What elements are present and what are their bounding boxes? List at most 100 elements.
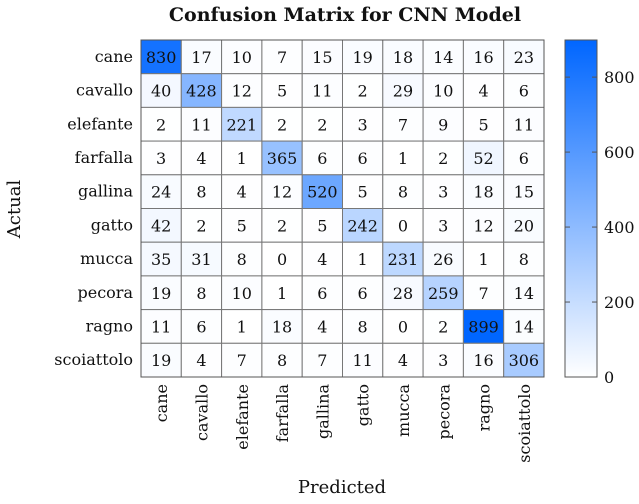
cell-value-label: 19: [151, 351, 171, 370]
x-tick-label: farfalla: [273, 384, 292, 443]
heatmap-cell: [261, 309, 303, 344]
colorbar-tick-label: 200: [604, 293, 635, 312]
cell-value-label: 4: [237, 183, 247, 202]
cell-value-label: 8: [358, 317, 368, 336]
cell-value-label: 6: [317, 149, 327, 168]
cell-value-label: 8: [519, 250, 529, 269]
cell-value-label: 7: [237, 351, 247, 370]
cell-value-label: 4: [196, 149, 206, 168]
colorbar-tick-label: 0: [604, 368, 614, 387]
heatmap-cell: [462, 309, 505, 344]
cell-value-label: 0: [277, 250, 287, 269]
colorbar: [564, 39, 598, 378]
x-tick-label: gatto: [354, 384, 373, 426]
cell-value-label: 16: [473, 48, 493, 67]
cell-value-label: 1: [237, 317, 247, 336]
y-tick-label: elefante: [67, 114, 133, 133]
cell-value-label: 8: [196, 183, 206, 202]
cell-value-label: 12: [272, 183, 292, 202]
heatmap-cell: [462, 106, 505, 142]
heatmap-cell: [301, 174, 344, 210]
cell-value-label: 17: [191, 48, 211, 67]
cell-value-label: 365: [267, 149, 298, 168]
x-tick-label: ragno: [475, 384, 494, 431]
heatmap-cell: [422, 39, 464, 75]
heatmap-cell: [342, 208, 384, 243]
cell-value-label: 14: [514, 284, 534, 303]
heatmap-cell: [382, 309, 424, 344]
y-tick-label: cavallo: [76, 81, 133, 100]
heatmap-cell: [180, 39, 223, 75]
cell-value-label: 3: [438, 216, 448, 235]
cell-value-label: 231: [388, 250, 419, 269]
x-axis-label: Predicted: [298, 477, 386, 498]
cell-value-label: 16: [473, 351, 493, 370]
heatmap-cells: [140, 39, 545, 378]
colorbar-ticks: 0 200 400 600 800: [565, 68, 635, 387]
cell-value-label: 10: [232, 48, 252, 67]
x-tick-label: gallina: [313, 384, 332, 439]
heatmap-frame: [140, 39, 545, 378]
heatmap-cell: [382, 241, 424, 277]
cell-value-label: 40: [151, 82, 171, 101]
heatmap-cell: [503, 241, 545, 277]
cell-value-label: 35: [151, 250, 171, 269]
cell-value-label: 24: [151, 183, 171, 202]
cell-value-label: 5: [317, 216, 327, 235]
heatmap-cell: [221, 275, 263, 311]
heatmap-cell: [342, 73, 384, 108]
cell-value-label: 5: [478, 115, 488, 134]
cell-value-label: 19: [151, 284, 171, 303]
heatmap-cell: [422, 241, 464, 277]
heatmap-cell: [422, 309, 464, 344]
cell-value-label: 14: [514, 317, 534, 336]
cell-value-label: 259: [428, 284, 459, 303]
heatmap-cell: [301, 342, 344, 378]
cell-value-label: 2: [317, 115, 327, 134]
cell-value-label: 4: [196, 351, 206, 370]
cell-value-label: 2: [358, 82, 368, 101]
cell-value-label: 8: [237, 250, 247, 269]
cell-value-label: 1: [398, 149, 408, 168]
cell-value-label: 221: [226, 115, 257, 134]
heatmap-cell: [342, 241, 384, 277]
cell-value-label: 2: [438, 149, 448, 168]
heatmap-cell: [140, 106, 182, 142]
heatmap-cell: [382, 73, 424, 108]
heatmap-cell: [422, 174, 464, 210]
y-tick-label: pecora: [78, 283, 134, 302]
cell-value-label: 14: [433, 48, 453, 67]
cell-value-label: 5: [358, 183, 368, 202]
cell-value-label: 6: [358, 284, 368, 303]
heatmap-cell: [301, 208, 344, 243]
cell-value-label: 10: [433, 82, 453, 101]
cell-value-label: 9: [438, 115, 448, 134]
cell-value-label: 19: [352, 48, 372, 67]
heatmap-cell: [180, 275, 223, 311]
heatmap-cell: [301, 309, 344, 344]
cell-value-label: 12: [232, 82, 252, 101]
x-tick-label: scoiattolo: [515, 384, 534, 463]
cell-value-label: 242: [347, 216, 378, 235]
cell-value-label: 6: [317, 284, 327, 303]
cell-value-label: 0: [398, 317, 408, 336]
cell-value-label: 26: [433, 250, 453, 269]
x-tick-label: cavallo: [192, 384, 211, 441]
heatmap-cell: [503, 39, 545, 75]
cell-value-label: 11: [352, 351, 372, 370]
cell-value-label: 52: [473, 149, 493, 168]
heatmap-cell: [140, 241, 182, 277]
x-tick-label: mucca: [394, 384, 413, 437]
cell-value-label: 830: [146, 48, 177, 67]
cell-value-label: 6: [519, 82, 529, 101]
cell-value-label: 1: [277, 284, 287, 303]
cell-value-label: 1: [478, 250, 488, 269]
cell-value-label: 2: [277, 216, 287, 235]
heatmap-cell: [140, 140, 182, 176]
x-tick-label: pecora: [434, 384, 453, 440]
heatmap-cell: [261, 275, 303, 311]
cell-value-label: 7: [398, 115, 408, 134]
y-tick-label: ragno: [86, 316, 133, 335]
